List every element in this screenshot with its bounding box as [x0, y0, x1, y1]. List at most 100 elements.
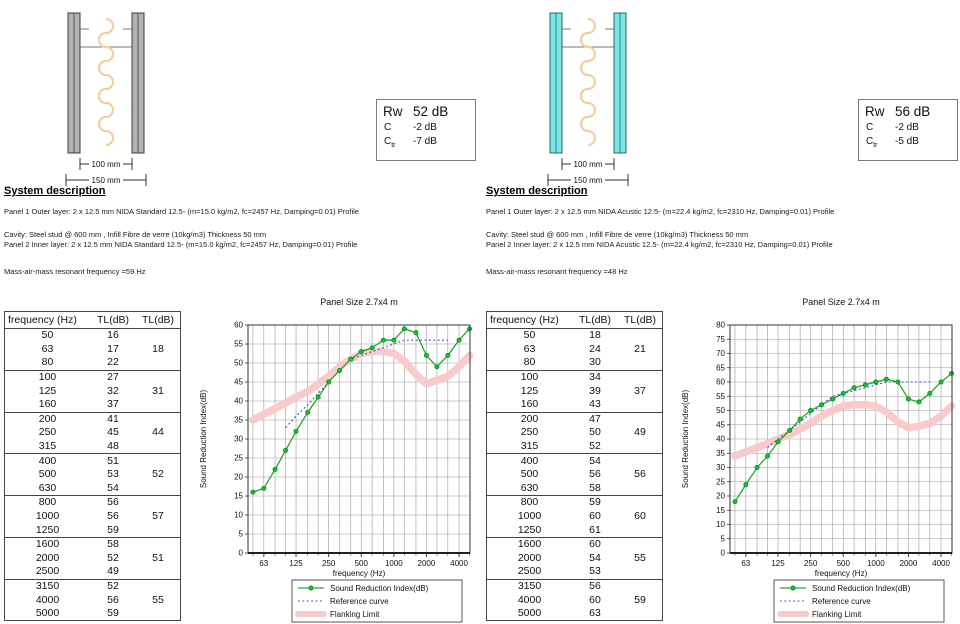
svg-text:500: 500: [355, 559, 369, 568]
table-row: 3150 52: [35, 579, 119, 592]
system-panel-right: 100 mm 150 mm Rw 56 dB C -2 dB Ctr -5 dB …: [482, 0, 960, 624]
panel1-description: Panel 1 Outer layer: 2 x 12.5 mm NIDA Ac…: [486, 207, 835, 216]
ctr-row: Ctr -7 dB: [377, 134, 475, 152]
svg-text:250: 250: [804, 559, 818, 568]
svg-text:Sound Reduction Index(dB): Sound Reduction Index(dB): [812, 584, 911, 593]
table-row: 400 51: [38, 454, 119, 467]
rw-value: 56 dB: [895, 104, 931, 119]
table-row: 160 43: [486, 397, 663, 413]
svg-text:0: 0: [721, 549, 726, 558]
table-row: 63 24 21: [523, 342, 646, 355]
c-value: -2 dB: [413, 122, 437, 133]
panel2-description: Panel 2 Inner layer: 2 x 12.5 mm NIDA Ac…: [486, 240, 833, 249]
svg-text:15: 15: [716, 506, 725, 515]
table-row: 400 54: [520, 454, 601, 467]
table-row: 100 27: [38, 371, 119, 384]
svg-text:15: 15: [234, 492, 243, 501]
rw-row: Rw 52 dB: [377, 102, 475, 120]
table-row: 3150 56: [517, 579, 601, 592]
svg-text:20: 20: [234, 473, 243, 482]
table-row: 125 39 37: [520, 384, 646, 397]
svg-text:35: 35: [234, 416, 243, 425]
table-row: 800 59: [520, 496, 601, 509]
svg-text:75: 75: [716, 335, 725, 344]
table-row: 100 34: [520, 371, 601, 384]
svg-text:10: 10: [716, 520, 725, 529]
system-description-heading: System description: [4, 185, 106, 197]
svg-text:55: 55: [234, 340, 243, 349]
svg-text:Reference curve: Reference curve: [330, 597, 389, 606]
svg-text:63: 63: [259, 559, 268, 568]
resonance-note: Mass-air-mass resonant frequency =48 Hz: [486, 267, 628, 276]
rating-box: Rw 56 dB C -2 dB Ctr -5 dB: [858, 99, 958, 161]
cavity-description: Cavity: Steel stud @ 600 mm , Infill Fib…: [486, 230, 749, 239]
column-header: frequency (Hz): [486, 311, 572, 329]
svg-text:80: 80: [716, 321, 725, 330]
table-header-row: frequency (Hz) TL(dB) TL(dB): [4, 311, 181, 329]
column-header: TL(dB): [136, 311, 181, 329]
svg-text:5: 5: [239, 530, 244, 539]
table-row: 4000 60 59: [517, 593, 646, 606]
svg-text:125: 125: [771, 559, 785, 568]
svg-text:40: 40: [716, 435, 725, 444]
table-row: 500 53 52: [38, 468, 164, 481]
svg-text:4000: 4000: [450, 559, 468, 568]
svg-text:frequency (Hz): frequency (Hz): [333, 569, 386, 578]
c-label: C: [866, 122, 874, 133]
ctr-value: -7 dB: [413, 136, 437, 147]
resonance-note: Mass-air-mass resonant frequency =59 Hz: [4, 267, 146, 276]
svg-text:2000: 2000: [900, 559, 918, 568]
svg-text:Flanking Limit: Flanking Limit: [812, 610, 862, 619]
column-header: TL(dB): [572, 311, 618, 329]
table-row: 1600 60: [517, 538, 601, 551]
svg-text:25: 25: [716, 477, 725, 486]
table-row: 50 18: [523, 329, 601, 342]
svg-text:frequency (Hz): frequency (Hz): [815, 569, 868, 578]
tl-chart: Panel Size 2.7x4 m 0 5 10 15 20 25 30 35 40 45 50 55…: [199, 297, 474, 623]
table-row: 200 47: [520, 412, 601, 425]
svg-text:100 mm: 100 mm: [92, 160, 121, 169]
table-row: 1600 58: [35, 538, 119, 551]
rating-box: Rw 52 dB C -2 dB Ctr -7 dB: [376, 99, 476, 161]
column-header: TL(dB): [90, 311, 136, 329]
svg-text:55: 55: [716, 392, 725, 401]
svg-text:Sound Reduction Index(dB): Sound Reduction Index(dB): [330, 584, 429, 593]
svg-text:35: 35: [716, 449, 725, 458]
svg-text:500: 500: [837, 559, 851, 568]
table-row: 1250 61: [486, 523, 663, 538]
rw-value: 52 dB: [413, 104, 449, 119]
table-row: 315 52: [486, 439, 663, 455]
rw-label: Rw: [865, 104, 885, 119]
svg-text:10: 10: [234, 511, 243, 520]
svg-text:Sound Reduction Index(dB): Sound Reduction Index(dB): [199, 390, 208, 489]
rw-row: Rw 56 dB: [859, 102, 957, 120]
rw-label: Rw: [383, 104, 403, 119]
svg-text:20: 20: [716, 492, 725, 501]
c-value: -2 dB: [895, 122, 919, 133]
svg-text:60: 60: [234, 321, 243, 330]
table-row: 200 41: [38, 412, 119, 425]
svg-text:45: 45: [234, 378, 243, 387]
svg-text:125: 125: [289, 559, 303, 568]
column-header: TL(dB): [618, 311, 663, 329]
svg-text:1000: 1000: [385, 559, 403, 568]
c-label: C: [384, 122, 392, 133]
table-row: 80 22: [4, 356, 181, 371]
table-row: 80 30: [486, 356, 663, 371]
system-description-heading: System description: [486, 185, 588, 197]
table-row: 2500 49: [4, 565, 181, 580]
svg-text:Flanking Limit: Flanking Limit: [330, 610, 380, 619]
table-row: 250 50 49: [520, 426, 646, 439]
table-row: 2000 52 51: [35, 551, 164, 564]
svg-text:25: 25: [234, 454, 243, 463]
tl-table: frequency (Hz) TL(dB) TL(dB) 50 18 63 24 21 80 30…: [486, 311, 663, 622]
table-header-row: frequency (Hz) TL(dB) TL(dB): [486, 311, 663, 329]
svg-text:150 mm: 150 mm: [92, 176, 121, 185]
svg-text:Panel Size 2.7x4 m: Panel Size 2.7x4 m: [802, 297, 880, 307]
svg-text:50: 50: [234, 359, 243, 368]
ctr-row: Ctr -5 dB: [859, 134, 957, 152]
c-row: C -2 dB: [377, 120, 475, 134]
svg-text:30: 30: [716, 463, 725, 472]
ctr-label: Ctr: [384, 136, 396, 149]
table-row: 250 45 44: [38, 426, 164, 439]
